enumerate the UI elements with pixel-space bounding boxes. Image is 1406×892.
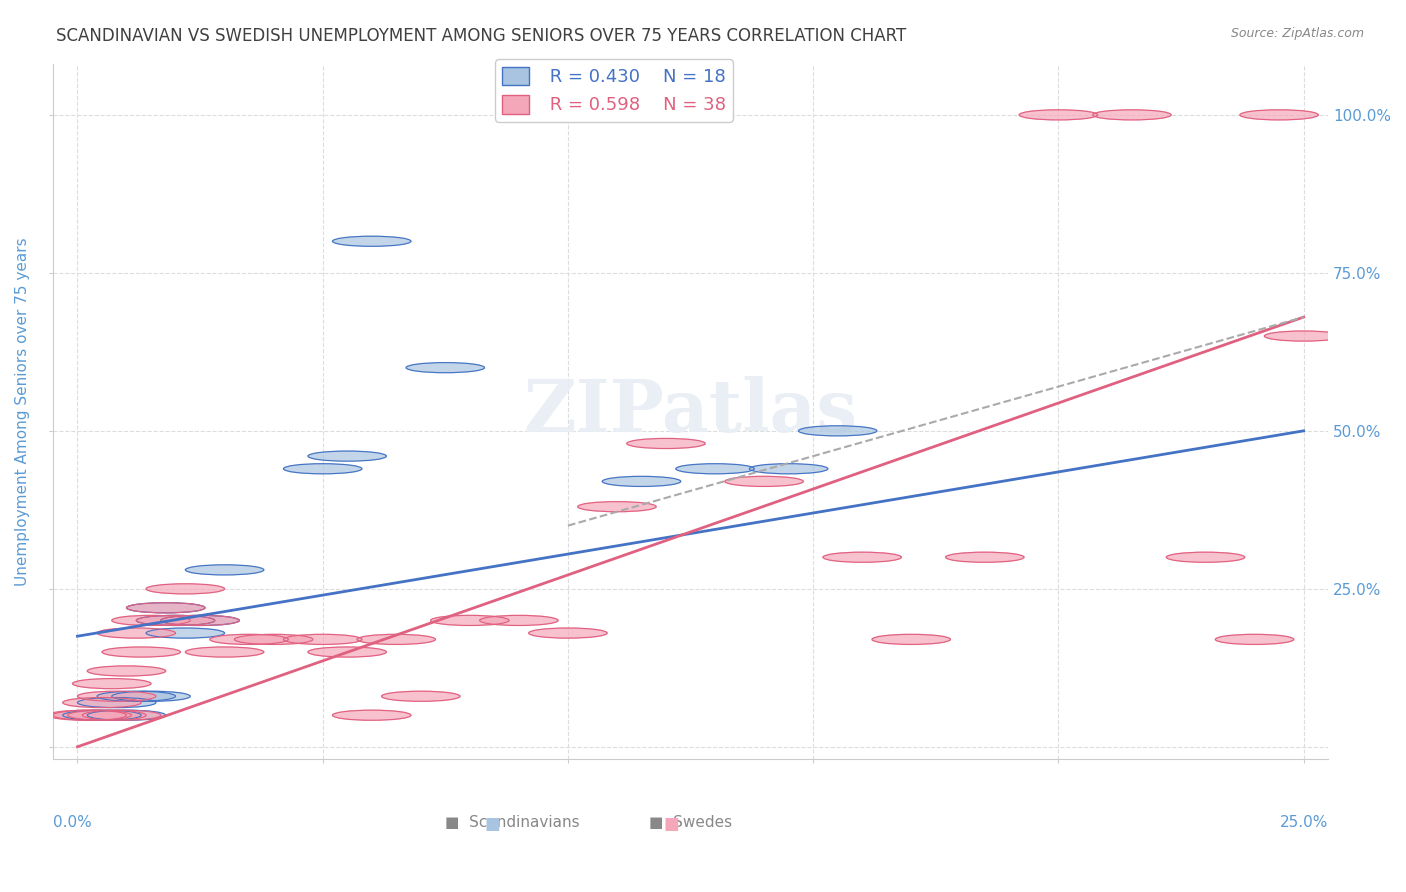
Circle shape	[77, 698, 156, 707]
Text: ■  Swedes: ■ Swedes	[650, 815, 733, 830]
Circle shape	[479, 615, 558, 625]
Circle shape	[627, 439, 706, 449]
Circle shape	[186, 647, 264, 657]
Circle shape	[308, 647, 387, 657]
Circle shape	[1092, 110, 1171, 120]
Text: ZIPatlas: ZIPatlas	[523, 376, 858, 448]
Circle shape	[602, 476, 681, 486]
Text: ■: ■	[664, 815, 679, 833]
Circle shape	[127, 603, 205, 613]
Circle shape	[332, 236, 411, 246]
Circle shape	[77, 691, 156, 701]
Circle shape	[381, 691, 460, 701]
Circle shape	[357, 634, 436, 644]
Circle shape	[823, 552, 901, 562]
Circle shape	[83, 710, 160, 720]
Circle shape	[48, 710, 127, 720]
Circle shape	[235, 634, 314, 644]
Circle shape	[111, 691, 190, 701]
Circle shape	[160, 615, 239, 625]
Circle shape	[97, 691, 176, 701]
Circle shape	[87, 710, 166, 720]
Circle shape	[578, 501, 657, 512]
Circle shape	[209, 634, 288, 644]
Circle shape	[284, 464, 361, 474]
Circle shape	[676, 464, 754, 474]
Circle shape	[67, 710, 146, 720]
Text: 0.0%: 0.0%	[53, 815, 91, 830]
Circle shape	[136, 615, 215, 625]
Circle shape	[146, 583, 225, 594]
Circle shape	[73, 679, 150, 689]
Circle shape	[1240, 110, 1319, 120]
Circle shape	[103, 647, 180, 657]
Circle shape	[725, 476, 803, 486]
Circle shape	[63, 710, 141, 720]
Circle shape	[146, 628, 225, 638]
Circle shape	[946, 552, 1024, 562]
Text: 25.0%: 25.0%	[1279, 815, 1329, 830]
Circle shape	[111, 615, 190, 625]
Circle shape	[332, 710, 411, 720]
Circle shape	[749, 464, 828, 474]
Circle shape	[127, 603, 205, 613]
Circle shape	[406, 362, 485, 373]
Circle shape	[63, 698, 141, 707]
Circle shape	[1215, 634, 1294, 644]
Text: SCANDINAVIAN VS SWEDISH UNEMPLOYMENT AMONG SENIORS OVER 75 YEARS CORRELATION CHA: SCANDINAVIAN VS SWEDISH UNEMPLOYMENT AMO…	[56, 27, 907, 45]
Circle shape	[1167, 552, 1244, 562]
Text: Source: ZipAtlas.com: Source: ZipAtlas.com	[1230, 27, 1364, 40]
Circle shape	[308, 451, 387, 461]
Text: ■  Scandinavians: ■ Scandinavians	[444, 815, 579, 830]
Circle shape	[430, 615, 509, 625]
Circle shape	[53, 710, 131, 720]
Circle shape	[1019, 110, 1098, 120]
Circle shape	[186, 565, 264, 575]
Circle shape	[87, 666, 166, 676]
Text: ■: ■	[485, 815, 501, 833]
Legend:  R = 0.430    N = 18,  R = 0.598    N = 38: R = 0.430 N = 18, R = 0.598 N = 38	[495, 60, 733, 121]
Y-axis label: Unemployment Among Seniors over 75 years: Unemployment Among Seniors over 75 years	[15, 237, 30, 586]
Circle shape	[97, 628, 176, 638]
Circle shape	[529, 628, 607, 638]
Circle shape	[160, 615, 239, 625]
Circle shape	[136, 615, 215, 625]
Circle shape	[1264, 331, 1343, 341]
Circle shape	[872, 634, 950, 644]
Circle shape	[799, 425, 877, 436]
Circle shape	[284, 634, 361, 644]
